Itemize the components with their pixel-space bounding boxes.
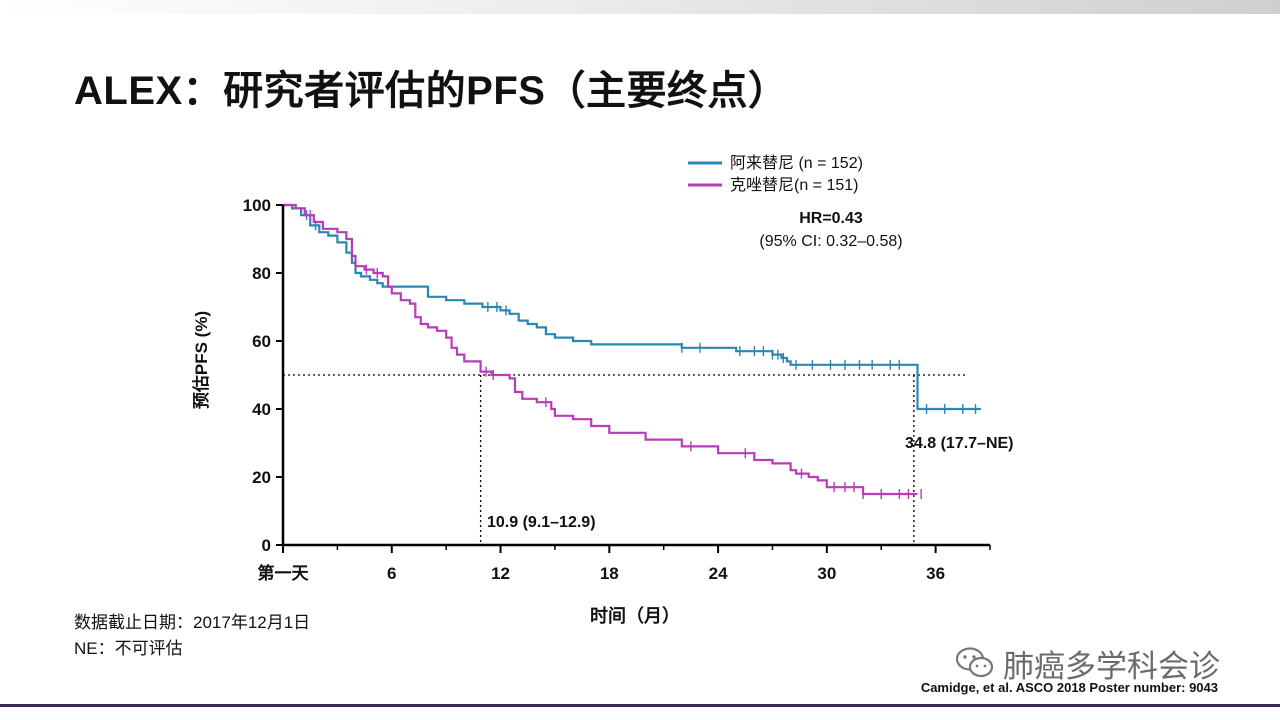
x-tick-label: 6 [387, 564, 396, 583]
y-axis-label: 预估PFS (%) [191, 311, 211, 409]
x-tick-label: 24 [709, 564, 728, 583]
watermark-text: 肺癌多学科会诊 [1003, 648, 1220, 684]
y-tick-label: 40 [252, 400, 271, 419]
bottom-divider [0, 704, 1280, 707]
y-tick-label: 20 [252, 468, 271, 487]
ne-footnote: NE：不可评估 [74, 639, 183, 658]
data-cutoff-footnote: 数据截止日期：2017年12月1日 [74, 613, 311, 632]
ci-annotation: (95% CI: 0.32–0.58) [759, 233, 902, 250]
x-tick-label: 30 [817, 564, 836, 583]
x-tick-label: 36 [926, 564, 945, 583]
x-tick-label: 第一天 [258, 563, 310, 583]
median-alectinib-label: 34.8 (17.7–NE) [905, 435, 1014, 452]
legend-label-crizotinib: 克唑替尼(n = 151) [730, 176, 859, 194]
median-crizotinib-label: 10.9 (9.1–12.9) [487, 514, 596, 531]
x-tick-label: 12 [491, 564, 510, 583]
y-tick-label: 60 [252, 332, 271, 351]
wechat-icon [955, 647, 994, 678]
top-decorative-bar [0, 0, 1280, 14]
y-tick-label: 80 [252, 264, 271, 283]
hr-annotation: HR=0.43 [799, 210, 863, 227]
series-line-crizotinib [283, 203, 918, 496]
wechat-watermark: 肺癌多学科会诊 [955, 643, 1220, 684]
series-layer [283, 203, 981, 499]
median-reference-lines [283, 374, 965, 545]
x-tick-label: 18 [600, 564, 619, 583]
citation: Camidge, et al. ASCO 2018 Poster number:… [920, 680, 1218, 695]
axes-layer: 0 20 40 60 80 100 第一天 6 12 18 24 30 36 [243, 196, 991, 583]
legend: 阿来替尼 (n = 152) 克唑替尼(n = 151) [688, 154, 863, 194]
x-axis-label: 时间（月） [590, 606, 680, 626]
y-tick-label: 0 [262, 536, 271, 555]
legend-label-alectinib: 阿来替尼 (n = 152) [730, 154, 863, 172]
y-tick-label: 100 [243, 196, 271, 215]
slide-title: ALEX：研究者评估的PFS（主要终点） [74, 69, 789, 113]
